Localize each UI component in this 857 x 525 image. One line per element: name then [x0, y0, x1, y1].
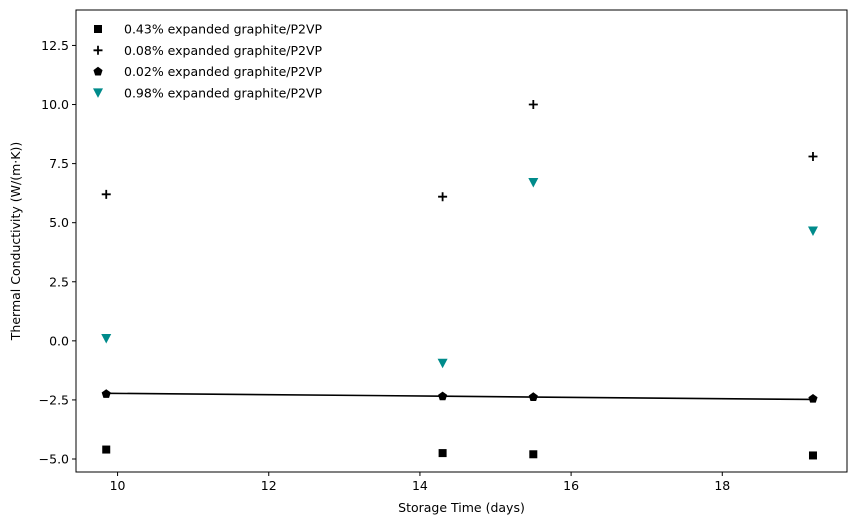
plot-area: [75, 9, 848, 473]
data-point: [438, 449, 447, 458]
data-point: [102, 445, 111, 454]
legend-marker: [93, 45, 103, 55]
data-point: [437, 358, 448, 369]
legend-label: 0.08% expanded graphite/P2VP: [124, 43, 323, 58]
x-tick-label: 10: [110, 478, 126, 493]
x-tick-label: 16: [563, 478, 579, 493]
data-point: [101, 389, 111, 398]
data-point: [808, 393, 818, 403]
data-point: [528, 100, 538, 110]
y-tick-label: 5.0: [49, 215, 69, 230]
x-axis-label: Storage Time (days): [398, 500, 525, 515]
data-marks: [101, 100, 818, 460]
trend-line: [106, 392, 813, 401]
legend-marker: [94, 25, 102, 33]
y-tick-label: 10.0: [41, 97, 69, 112]
data-point: [528, 392, 538, 401]
y-tick-label: 2.5: [49, 274, 69, 289]
y-tick-label: −2.5: [39, 392, 69, 407]
y-axis-ticks: −5.0 −2.5 0.0 2.5 5.0 7.5 10.0 12.5: [39, 38, 76, 467]
data-point: [529, 450, 538, 459]
y-tick-label: 7.5: [49, 156, 69, 171]
data-point: [101, 333, 112, 344]
legend-marker: [93, 88, 103, 98]
data-point: [438, 391, 448, 401]
data-point: [528, 178, 539, 188]
x-axis-ticks: 10 12 14 16 18: [110, 472, 730, 493]
legend-label: 0.02% expanded graphite/P2VP: [124, 64, 323, 79]
y-axis-label: Thermal Conductivity (W/(m·K)): [8, 142, 23, 341]
y-tick-label: −5.0: [39, 452, 69, 467]
legend-label: 0.98% expanded graphite/P2VP: [124, 85, 323, 100]
legend-label: 0.43% expanded graphite/P2VP: [124, 22, 323, 37]
x-tick-label: 12: [261, 478, 277, 493]
y-tick-label: 0.0: [49, 333, 69, 348]
x-tick-label: 14: [412, 478, 428, 493]
legend: 0.43% expanded graphite/P2VP 0.08% expand…: [93, 22, 323, 100]
y-tick-label: 12.5: [41, 38, 69, 53]
data-point: [808, 451, 817, 460]
data-point: [808, 152, 818, 162]
x-tick-label: 18: [714, 478, 730, 493]
data-point: [438, 192, 448, 202]
legend-marker: [93, 66, 103, 76]
trend-line-group: [106, 392, 813, 401]
data-point: [101, 189, 111, 199]
data-point: [807, 226, 818, 236]
